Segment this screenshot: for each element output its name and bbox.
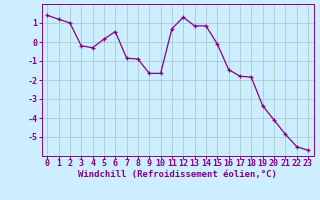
X-axis label: Windchill (Refroidissement éolien,°C): Windchill (Refroidissement éolien,°C) <box>78 170 277 179</box>
